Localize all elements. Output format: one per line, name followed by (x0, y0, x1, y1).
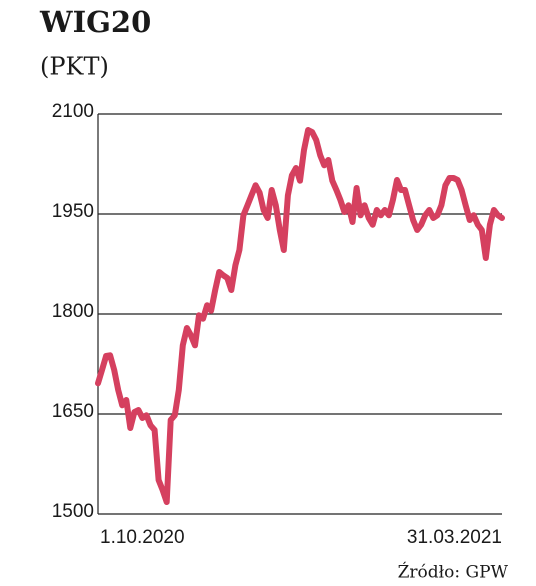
x-tick-label: 1.10.2020 (100, 527, 185, 548)
series-line (95, 127, 505, 505)
chart-subtitle: (PKT) (40, 53, 109, 81)
x-tick-label: 31.03.2021 (407, 527, 502, 548)
y-tick-label: 1500 (52, 501, 94, 522)
chart-title: WIG20 (39, 5, 151, 39)
y-tick-label: 1800 (52, 301, 94, 322)
y-tick-label: 1950 (52, 201, 94, 222)
y-tick-label: 1650 (52, 401, 94, 422)
y-tick-label: 2100 (52, 101, 94, 122)
source: Źródło: GPW (398, 562, 509, 583)
